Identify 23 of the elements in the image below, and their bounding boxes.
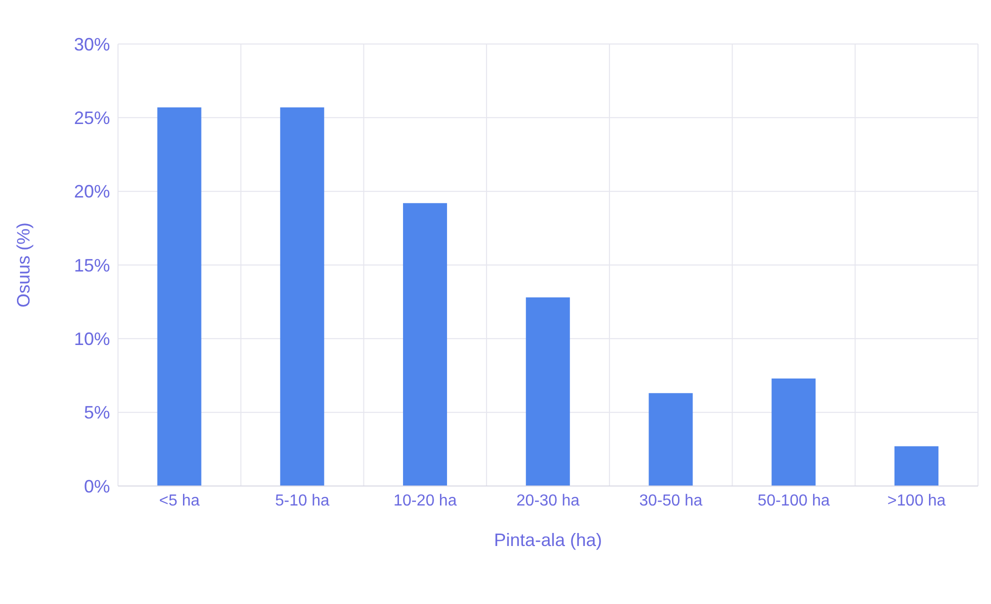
y-tick-label: 20%	[74, 182, 110, 202]
x-tick-label: 30-50 ha	[639, 492, 703, 510]
x-tick-label: 5-10 ha	[275, 492, 330, 510]
bar	[526, 297, 570, 486]
x-tick-label: >100 ha	[887, 492, 946, 510]
bar	[280, 107, 324, 486]
y-tick-label: 10%	[74, 329, 110, 350]
y-axis-title: Osuus (%)	[13, 222, 34, 308]
y-tick-label: 5%	[84, 402, 110, 423]
y-tick-label: 25%	[74, 108, 110, 128]
bar	[648, 393, 693, 486]
x-tick-label: 20-30 ha	[516, 492, 580, 510]
y-tick-label: 30%	[74, 34, 110, 54]
y-tick-label: 15%	[74, 255, 110, 276]
bar	[894, 446, 938, 486]
bar	[772, 378, 816, 486]
x-tick-label: 50-100 ha	[758, 492, 830, 510]
x-axis-title: Pinta-ala (ha)	[494, 530, 602, 550]
x-tick-label: 10-20 ha	[394, 492, 457, 510]
bar	[403, 203, 448, 486]
y-tick-label: 0%	[84, 476, 110, 496]
bar	[157, 107, 202, 486]
x-tick-label: <5 ha	[159, 492, 200, 510]
